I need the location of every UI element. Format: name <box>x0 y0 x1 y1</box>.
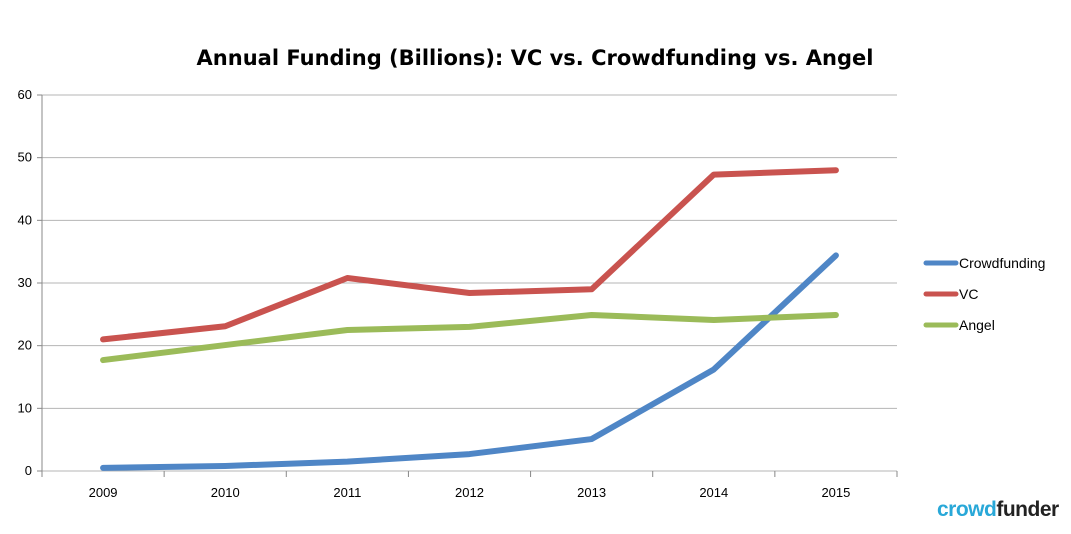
x-tick-label: 2015 <box>821 485 850 500</box>
y-tick-label: 30 <box>18 275 32 290</box>
y-tick-label: 50 <box>18 150 32 165</box>
legend-label-angel: Angel <box>959 317 995 333</box>
series-line-angel <box>100 311 839 364</box>
y-tick-label: 60 <box>18 87 32 102</box>
x-tick-label: 2014 <box>699 485 728 500</box>
y-tick-label: 10 <box>18 400 32 415</box>
chart-title: Annual Funding (Billions): VC vs. Crowdf… <box>197 46 874 70</box>
x-tick-label: 2012 <box>455 485 484 500</box>
legend-label-vc: VC <box>959 286 978 302</box>
crowdfunder-logo: crowdfunder <box>937 498 1059 521</box>
x-tick-label: 2011 <box>333 485 361 500</box>
x-tick-label: 2009 <box>89 485 118 500</box>
y-tick-label: 40 <box>18 212 32 227</box>
y-tick-label: 0 <box>25 463 32 478</box>
x-tick-label: 2013 <box>577 485 606 500</box>
y-tick-label: 20 <box>18 338 32 353</box>
legend-label-crowdfunding: Crowdfunding <box>959 255 1045 271</box>
series-line-vc <box>100 167 839 343</box>
series-line-crowdfunding <box>100 252 839 471</box>
x-tick-label: 2010 <box>211 485 240 500</box>
